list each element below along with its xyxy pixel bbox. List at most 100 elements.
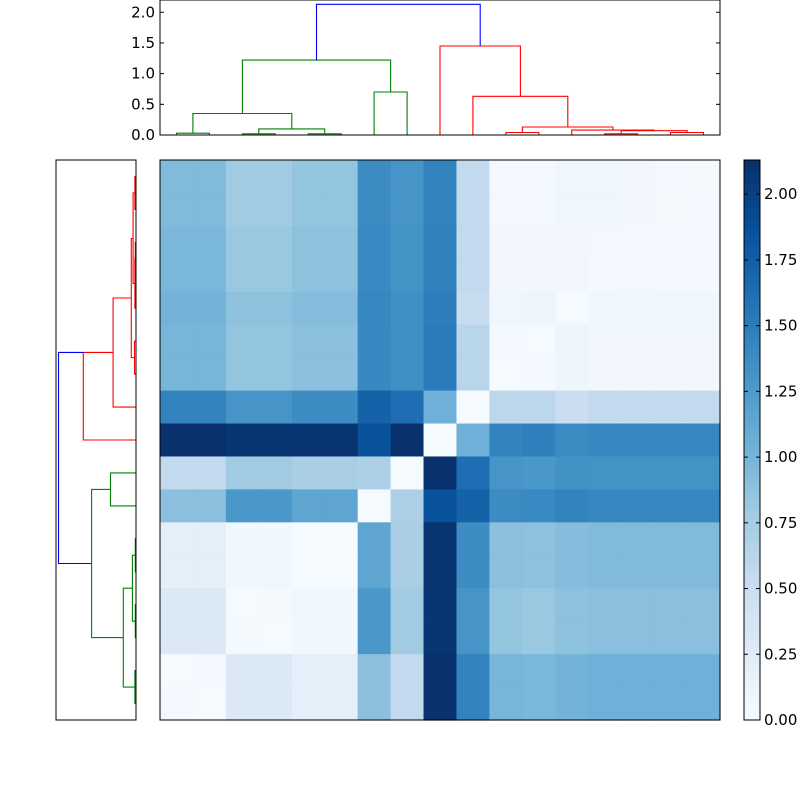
heatmap-cell: [324, 555, 359, 589]
heatmap-cell: [390, 687, 425, 721]
colorbar-frame: [743, 159, 761, 721]
heatmap-cell: [588, 324, 622, 359]
heatmap-cell: [258, 390, 293, 425]
heatmap-cell: [621, 324, 655, 359]
heatmap-cell: [687, 291, 721, 326]
heatmap-cell: [160, 225, 194, 260]
heatmap-cell: [225, 225, 260, 260]
heatmap-cell: [489, 423, 523, 458]
heatmap-cell: [291, 522, 326, 556]
heatmap-cell: [291, 621, 326, 655]
heatmap-cell: [390, 489, 425, 523]
left-dendrogram: [55, 159, 137, 721]
heatmap-cell: [324, 687, 359, 721]
heatmap-cell: [588, 522, 622, 556]
heatmap-cell: [423, 456, 458, 491]
heatmap-cell: [654, 192, 688, 227]
heatmap-cell: [258, 654, 293, 688]
heatmap-cell: [654, 258, 688, 293]
heatmap-cell: [687, 489, 721, 523]
heatmap-cell: [489, 258, 523, 293]
heatmap-cell: [390, 258, 425, 293]
heatmap-cell: [621, 456, 655, 491]
heatmap-cell: [192, 555, 227, 589]
heatmap-cell: [225, 588, 260, 622]
heatmap-cell: [225, 687, 260, 721]
heatmap-cell: [192, 687, 227, 721]
heatmap-cell: [324, 291, 359, 326]
heatmap-cell: [588, 654, 622, 688]
heatmap-cell: [456, 258, 491, 293]
heatmap-cell: [390, 192, 425, 227]
heatmap-cell: [390, 160, 425, 194]
heatmap-cell: [456, 522, 491, 556]
heatmap-cell: [160, 456, 194, 491]
heatmap-cell: [357, 423, 392, 458]
heatmap-cell: [555, 192, 589, 227]
dendrogram-link: [122, 587, 135, 688]
heatmap-cell: [258, 555, 293, 589]
heatmap-cell: [192, 291, 227, 326]
heatmap-cell: [654, 687, 688, 721]
heatmap-cell: [160, 192, 194, 227]
heatmap-cell: [522, 687, 556, 721]
heatmap-cell: [192, 456, 227, 491]
colorbar-tick-label: 1.50: [764, 317, 797, 335]
heatmap-cell: [687, 588, 721, 622]
heatmap-cell: [324, 588, 359, 622]
heatmap-cell: [588, 258, 622, 293]
heatmap-cell: [225, 291, 260, 326]
dendrogram-link: [112, 297, 136, 408]
heatmap-cell: [456, 687, 491, 721]
heatmap-cell: [225, 258, 260, 293]
heatmap-cell: [258, 357, 293, 392]
heatmap-cell: [588, 687, 622, 721]
heatmap-cell: [423, 654, 458, 688]
heatmap-cell: [621, 258, 655, 293]
dendrogram-link: [439, 45, 521, 135]
heatmap-cell: [291, 390, 326, 425]
heatmap-cell: [357, 555, 392, 589]
heatmap-cell: [522, 390, 556, 425]
heatmap-cell: [489, 456, 523, 491]
heatmap-cell: [225, 654, 260, 688]
heatmap-cell: [621, 555, 655, 589]
heatmap-cell: [390, 291, 425, 326]
heatmap-cell: [291, 160, 326, 194]
heatmap-cell: [357, 456, 392, 491]
heatmap-cell: [357, 192, 392, 227]
heatmap-cell: [324, 390, 359, 425]
heatmap-cell: [588, 291, 622, 326]
heatmap-cell: [423, 522, 458, 556]
heatmap-cell: [160, 588, 194, 622]
heatmap-cell: [489, 357, 523, 392]
heatmap-cell: [522, 555, 556, 589]
heatmap-cell: [522, 357, 556, 392]
heatmap-cell: [687, 192, 721, 227]
colorbar-tick-label: 0.75: [764, 514, 797, 532]
heatmap-cell: [192, 324, 227, 359]
heatmap-cell: [225, 192, 260, 227]
heatmap-cell: [489, 192, 523, 227]
heatmap-cell: [456, 588, 491, 622]
heatmap-cell: [489, 621, 523, 655]
heatmap-cell: [621, 192, 655, 227]
heatmap-cell: [390, 357, 425, 392]
heatmap-cell: [522, 225, 556, 260]
heatmap-cell: [522, 258, 556, 293]
colorbar-tick-label: 1.00: [764, 448, 797, 466]
heatmap-cell: [357, 324, 392, 359]
heatmap-cell: [423, 423, 458, 458]
heatmap-cell: [456, 192, 491, 227]
heatmap-cell: [522, 291, 556, 326]
heatmap-cell: [225, 456, 260, 491]
heatmap-cell: [588, 621, 622, 655]
heatmap-cell: [324, 522, 359, 556]
heatmap-cell: [357, 588, 392, 622]
heatmap-cell: [654, 390, 688, 425]
heatmap-cell: [687, 258, 721, 293]
heatmap-cell: [192, 192, 227, 227]
heatmap-cell: [489, 225, 523, 260]
heatmap-cell: [555, 588, 589, 622]
heatmap-cell: [423, 291, 458, 326]
